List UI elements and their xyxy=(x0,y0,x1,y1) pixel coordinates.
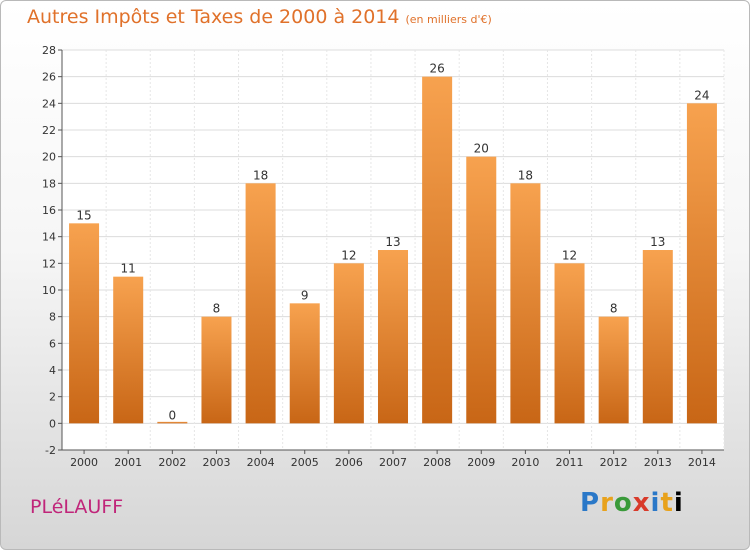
chart-title: Autres Impôts et Taxes de 2000 à 2014 (en… xyxy=(27,6,492,28)
y-tick-label: 6 xyxy=(49,337,56,350)
y-tick-label: 12 xyxy=(42,257,56,270)
y-tick-label: 0 xyxy=(49,417,56,430)
logo-letter: t xyxy=(660,488,674,518)
x-tick-label: 2010 xyxy=(511,456,539,469)
proxiti-logo: Proxiti xyxy=(580,488,684,518)
x-tick-label: 2012 xyxy=(600,456,628,469)
y-tick-label: 4 xyxy=(49,364,56,377)
logo-letter: i xyxy=(673,488,684,518)
bars xyxy=(69,76,717,424)
data-label: 0 xyxy=(169,408,177,422)
x-tick-label: 2001 xyxy=(114,456,142,469)
data-label: 18 xyxy=(518,168,533,182)
y-tick-label: -2 xyxy=(45,444,56,457)
data-label: 13 xyxy=(385,235,400,249)
data-label: 12 xyxy=(341,248,356,262)
data-label: 8 xyxy=(610,302,618,316)
bar xyxy=(510,183,541,424)
y-tick-label: 14 xyxy=(42,231,56,244)
logo-letter: r xyxy=(600,488,614,518)
bar xyxy=(377,250,409,424)
bar xyxy=(289,303,320,424)
data-label: 9 xyxy=(301,288,309,302)
y-tick-label: 28 xyxy=(42,44,56,57)
data-label: 18 xyxy=(253,168,268,182)
x-tick-label: 2013 xyxy=(644,456,672,469)
data-label: 24 xyxy=(694,88,709,102)
data-label: 13 xyxy=(650,235,665,249)
x-tick-label: 2014 xyxy=(688,456,716,469)
y-tick-label: 26 xyxy=(42,71,56,84)
bar xyxy=(113,276,144,424)
y-tick-label: 22 xyxy=(42,124,56,137)
bar xyxy=(466,156,497,424)
x-tick-label: 2007 xyxy=(379,456,407,469)
x-tick-label: 2005 xyxy=(291,456,319,469)
x-tick-label: 2004 xyxy=(247,456,275,469)
x-tick-label: 2002 xyxy=(158,456,186,469)
bar xyxy=(598,316,629,424)
y-tick-label: 10 xyxy=(42,284,56,297)
y-tick-label: 8 xyxy=(49,311,56,324)
data-label: 20 xyxy=(474,142,489,156)
y-tick-label: 20 xyxy=(42,151,56,164)
data-label: 15 xyxy=(76,208,91,222)
y-tick-label: 24 xyxy=(42,97,56,110)
data-label: 12 xyxy=(562,248,577,262)
x-tick-label: 2006 xyxy=(335,456,363,469)
bar xyxy=(642,250,673,424)
bar xyxy=(245,183,276,424)
y-tick-label: 16 xyxy=(42,204,56,217)
commune-name: PLéLAUFF xyxy=(30,496,124,518)
logo-letter: P xyxy=(580,488,601,518)
x-tick-label: 2003 xyxy=(202,456,230,469)
bar xyxy=(422,76,453,424)
x-tick-label: 2011 xyxy=(556,456,584,469)
x-tick-label: 2000 xyxy=(70,456,98,469)
bar xyxy=(69,223,100,424)
y-tick-label: 2 xyxy=(49,391,56,404)
logo-letter: i xyxy=(650,488,661,518)
logo-letter: o xyxy=(613,488,633,518)
data-label: 8 xyxy=(213,302,221,316)
bar xyxy=(333,263,364,424)
bar xyxy=(201,316,232,424)
title-unit: (en milliers d'€) xyxy=(405,13,492,26)
logo-letter: x xyxy=(632,488,651,518)
bar xyxy=(686,103,717,424)
x-tick-label: 2008 xyxy=(423,456,451,469)
y-tick-label: 18 xyxy=(42,177,56,190)
labels: -202468101214161820222426281520001120010… xyxy=(42,44,716,469)
axes xyxy=(58,49,724,454)
x-tick-label: 2009 xyxy=(467,456,495,469)
data-label: 26 xyxy=(429,62,444,76)
bar xyxy=(157,421,188,424)
data-label: 11 xyxy=(121,262,136,276)
bar xyxy=(554,263,585,424)
title-text: Autres Impôts et Taxes de 2000 à 2014 xyxy=(27,6,400,28)
